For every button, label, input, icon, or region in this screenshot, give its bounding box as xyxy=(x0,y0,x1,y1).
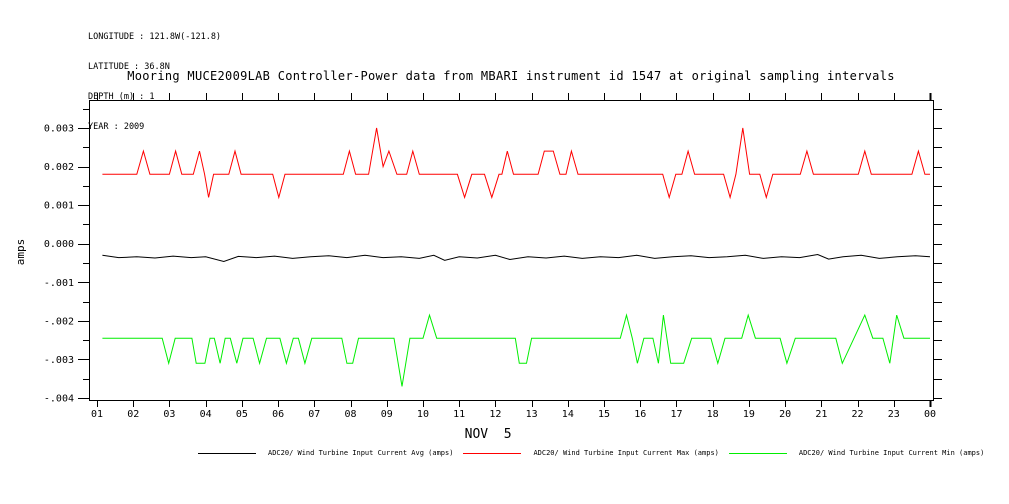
svg-text:0.003: 0.003 xyxy=(44,124,74,135)
svg-text:06: 06 xyxy=(272,409,284,420)
depth-label: DEPTH (m) : 1 xyxy=(88,92,155,102)
svg-text:08: 08 xyxy=(344,409,356,420)
svg-text:20: 20 xyxy=(779,409,791,420)
legend-label: ADC20/ Wind Turbine Input Current Avg (a… xyxy=(268,449,454,457)
series-adc20-wind-turbine-input-current-max-amps xyxy=(102,127,930,200)
svg-text:04: 04 xyxy=(200,409,212,420)
chart-title: Mooring MUCE2009LAB Controller-Power dat… xyxy=(127,69,895,83)
svg-text:0.002: 0.002 xyxy=(44,162,74,173)
plot-frame xyxy=(89,100,934,401)
year-label: YEAR : 2009 xyxy=(88,122,145,132)
svg-text:03: 03 xyxy=(163,409,175,420)
svg-text:0.001: 0.001 xyxy=(44,201,74,212)
metadata-header: LONGITUDE : 121.8W(-121.8) LATITUDE : 36… xyxy=(88,12,221,152)
svg-text:07: 07 xyxy=(308,409,320,420)
svg-text:-.001: -.001 xyxy=(44,278,74,289)
chart-legend: ADC20/ Wind Turbine Input Current Avg (a… xyxy=(198,449,994,457)
longitude-label: LONGITUDE : 121.8W(-121.8) xyxy=(88,32,222,42)
svg-text:15: 15 xyxy=(598,409,610,420)
svg-text:05: 05 xyxy=(236,409,248,420)
svg-text:18: 18 xyxy=(707,409,719,420)
svg-text:21: 21 xyxy=(815,409,827,420)
legend-label: ADC20/ Wind Turbine Input Current Min (a… xyxy=(798,449,985,457)
legend-line-swatch xyxy=(728,452,787,454)
power-current-chart: 01 02 03 04 05 06 07 08 09 10 11 12 13 14 15 16 17 18 19 20… xyxy=(14,93,942,442)
svg-text:0.000: 0.000 xyxy=(44,239,74,250)
y-axis-label: amps xyxy=(14,239,27,266)
svg-text:22: 22 xyxy=(852,409,864,420)
x-axis-label: NOV 5 xyxy=(465,427,512,442)
svg-text:17: 17 xyxy=(670,409,682,420)
legend-line-swatch xyxy=(463,452,522,454)
svg-text:-.002: -.002 xyxy=(44,316,74,327)
svg-text:11: 11 xyxy=(453,409,465,420)
legend-line-swatch xyxy=(198,452,256,454)
svg-text:19: 19 xyxy=(743,409,755,420)
svg-text:02: 02 xyxy=(127,409,139,420)
svg-text:12: 12 xyxy=(489,409,501,420)
svg-text:23: 23 xyxy=(888,409,900,420)
svg-text:01: 01 xyxy=(91,409,103,420)
svg-text:09: 09 xyxy=(381,409,393,420)
legend-label: ADC20/ Wind Turbine Input Current Max (a… xyxy=(533,449,719,457)
latitude-label: LATITUDE : 36.8N xyxy=(88,62,170,72)
svg-text:10: 10 xyxy=(417,409,429,420)
svg-text:16: 16 xyxy=(634,409,646,420)
svg-text:-.003: -.003 xyxy=(44,355,74,366)
svg-text:13: 13 xyxy=(526,409,538,420)
series-adc20-wind-turbine-input-current-avg-amps xyxy=(102,253,931,263)
svg-text:-.004: -.004 xyxy=(44,393,74,404)
svg-text:00: 00 xyxy=(924,409,936,420)
series-adc20-wind-turbine-input-current-min-amps xyxy=(102,313,930,387)
svg-text:14: 14 xyxy=(562,409,574,420)
